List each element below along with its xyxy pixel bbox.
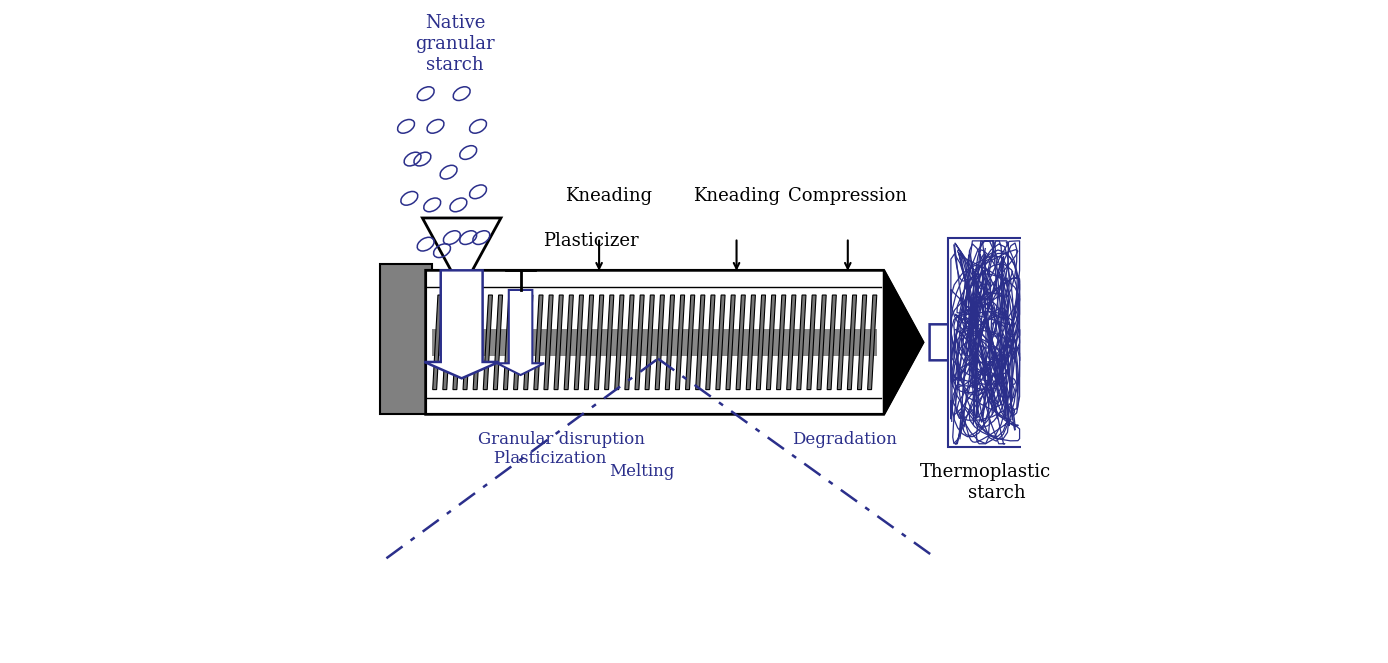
Polygon shape — [426, 271, 923, 414]
Polygon shape — [483, 295, 493, 390]
Polygon shape — [716, 295, 725, 390]
Polygon shape — [425, 271, 498, 379]
Text: Melting: Melting — [609, 463, 675, 481]
Polygon shape — [827, 295, 837, 390]
Polygon shape — [736, 295, 745, 390]
Polygon shape — [747, 295, 755, 390]
Polygon shape — [504, 295, 512, 390]
Polygon shape — [806, 295, 816, 390]
Polygon shape — [523, 295, 533, 390]
Text: Plasticizer: Plasticizer — [544, 232, 638, 250]
Polygon shape — [837, 295, 847, 390]
Polygon shape — [686, 295, 695, 390]
Polygon shape — [443, 295, 452, 390]
Text: Kneading: Kneading — [565, 187, 652, 205]
Polygon shape — [493, 295, 502, 390]
Polygon shape — [422, 218, 501, 290]
Polygon shape — [766, 295, 776, 390]
Polygon shape — [564, 295, 573, 390]
Polygon shape — [705, 295, 715, 390]
Polygon shape — [848, 295, 856, 390]
Polygon shape — [473, 295, 482, 390]
Polygon shape — [497, 290, 544, 375]
Polygon shape — [625, 295, 634, 390]
Polygon shape — [645, 295, 654, 390]
Polygon shape — [544, 295, 552, 390]
Text: Degradation: Degradation — [793, 431, 897, 448]
Polygon shape — [726, 295, 736, 390]
Polygon shape — [594, 295, 604, 390]
Polygon shape — [776, 295, 786, 390]
Polygon shape — [787, 295, 795, 390]
Polygon shape — [884, 271, 923, 414]
Polygon shape — [930, 298, 992, 387]
Polygon shape — [665, 295, 675, 390]
Polygon shape — [868, 295, 877, 390]
Polygon shape — [797, 295, 806, 390]
FancyBboxPatch shape — [948, 237, 1023, 447]
FancyBboxPatch shape — [380, 264, 432, 414]
Text: Compression: Compression — [788, 187, 908, 205]
Polygon shape — [575, 295, 583, 390]
Polygon shape — [615, 295, 625, 390]
Polygon shape — [676, 295, 684, 390]
Polygon shape — [452, 295, 462, 390]
Polygon shape — [584, 295, 594, 390]
Polygon shape — [756, 295, 766, 390]
Text: Thermoplastic
    starch: Thermoplastic starch — [920, 463, 1051, 502]
Text: Kneading: Kneading — [693, 187, 780, 205]
Polygon shape — [554, 295, 564, 390]
Polygon shape — [605, 295, 613, 390]
Polygon shape — [464, 295, 472, 390]
Polygon shape — [514, 295, 523, 390]
FancyBboxPatch shape — [432, 329, 877, 355]
Polygon shape — [634, 295, 644, 390]
Polygon shape — [818, 295, 826, 390]
Polygon shape — [695, 295, 705, 390]
Text: Native
granular
starch: Native granular starch — [415, 15, 496, 74]
Polygon shape — [655, 295, 665, 390]
Text: Granular disruption
   Plasticization: Granular disruption Plasticization — [477, 431, 645, 467]
Polygon shape — [534, 295, 543, 390]
Polygon shape — [858, 295, 866, 390]
Polygon shape — [433, 295, 441, 390]
